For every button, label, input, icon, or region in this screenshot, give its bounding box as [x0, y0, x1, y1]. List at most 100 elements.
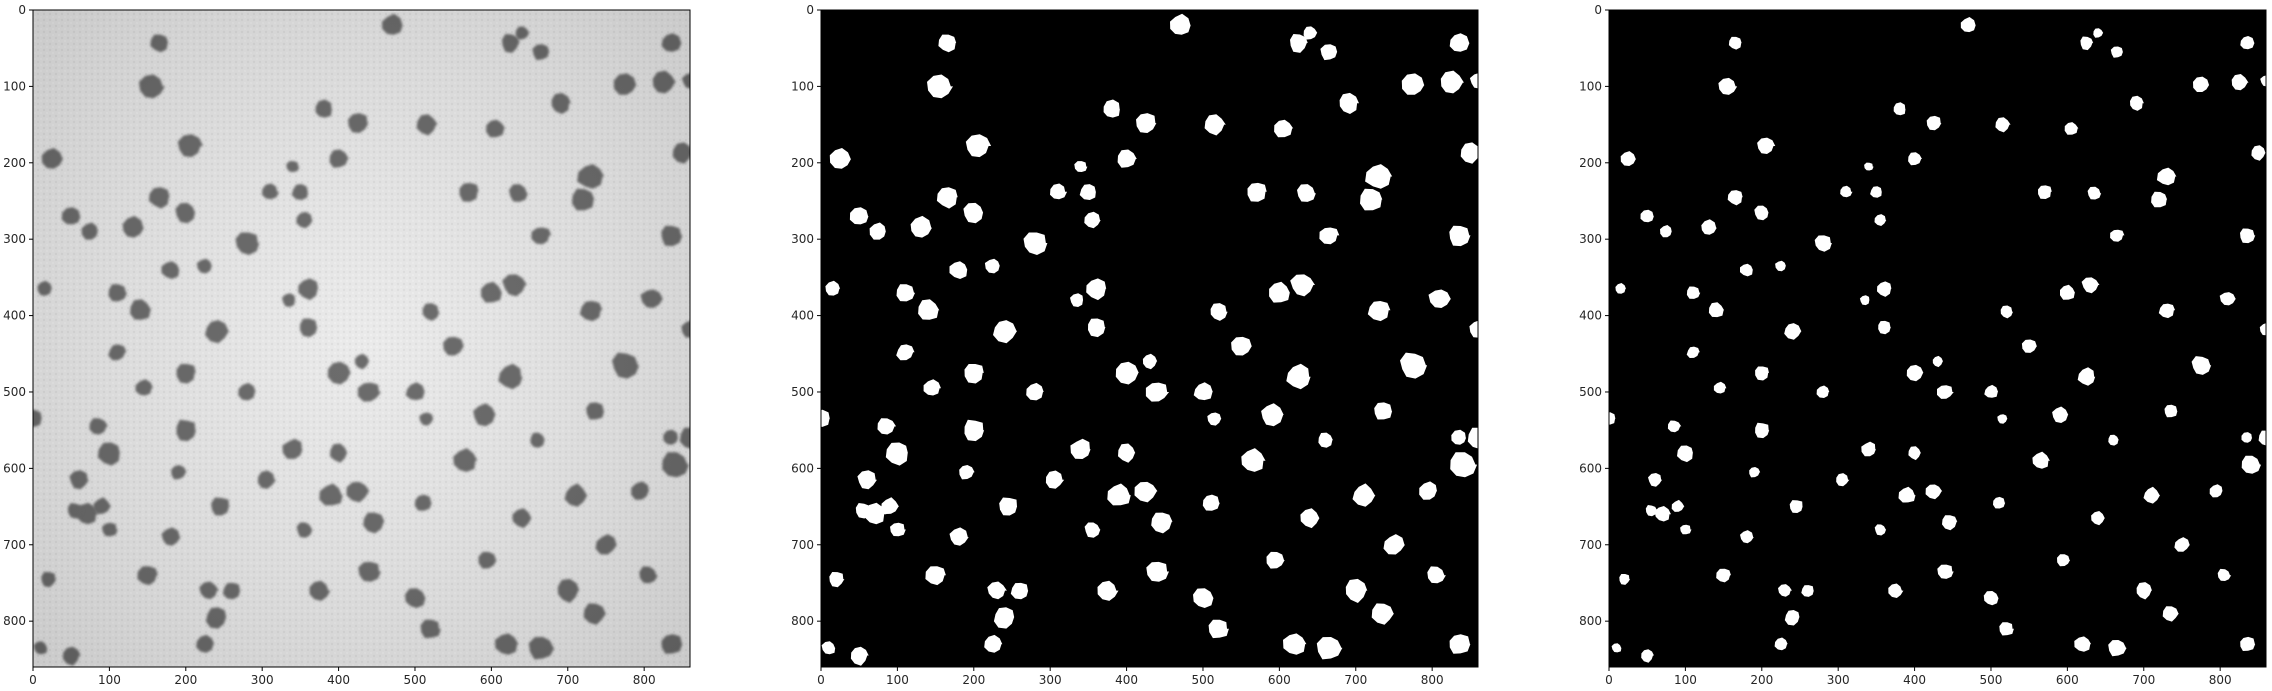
x-tick-label: 100: [1674, 673, 1697, 687]
particle-blob: [1360, 188, 1383, 211]
particle-blob: [1202, 494, 1220, 511]
particle-blob: [1097, 580, 1119, 601]
particle-blob: [1400, 352, 1428, 379]
y-tick-label: 800: [1579, 614, 1602, 628]
y-tick-label: 500: [3, 385, 26, 399]
particle-blob: [1740, 263, 1753, 277]
particle-blob: [2052, 406, 2069, 423]
particle-blob: [2093, 28, 2104, 38]
particle-blob: [2080, 36, 2094, 51]
x-tick-label: 0: [1605, 673, 1613, 687]
particle-blob: [825, 280, 841, 296]
particle-blob: [987, 581, 1007, 600]
particle-blob: [1648, 473, 1663, 487]
particle-blob: [1419, 481, 1437, 500]
particle-blob: [1836, 473, 1850, 487]
particle-blob: [1079, 184, 1096, 200]
particle-blob: [2151, 191, 2168, 208]
particle-blob: [1318, 432, 1333, 448]
particle-blob: [1142, 353, 1158, 370]
particle-blob: [1874, 524, 1887, 536]
particle-blob: [1449, 225, 1471, 247]
x-tick-label: 300: [1827, 673, 1850, 687]
particle-blob: [1316, 637, 1343, 660]
particle-blob: [849, 207, 869, 225]
particle-blob: [1754, 205, 1769, 221]
particle-blob: [1210, 303, 1228, 321]
particle-blob: [881, 497, 899, 514]
particle-blob: [1937, 564, 1954, 579]
y-tick-label: 0: [806, 3, 814, 17]
x-tick-label: 800: [1421, 673, 1444, 687]
particle-blob: [2021, 339, 2037, 353]
particle-blob: [1290, 274, 1315, 297]
x-tick-label: 700: [1344, 673, 1367, 687]
particle-blob: [1103, 99, 1120, 118]
particle-blob: [2174, 537, 2190, 552]
particle-blob: [910, 215, 932, 238]
particle-blob: [1374, 402, 1393, 420]
particle-blob: [1297, 184, 1316, 202]
particle-blob: [963, 202, 984, 224]
particle-blob: [1365, 164, 1393, 189]
particle-blob: [2130, 95, 2144, 111]
particle-blob: [1449, 33, 1470, 52]
x-tick-label: 300: [1039, 673, 1062, 687]
particle-blob: [1789, 500, 1803, 513]
particle-blob: [1937, 385, 1954, 399]
particle-blob: [1274, 119, 1294, 138]
particle-blob: [1816, 385, 1830, 398]
x-tick-label: 800: [633, 673, 656, 687]
particle-blob: [1686, 286, 1701, 299]
particle-blob: [1874, 214, 1887, 226]
particle-blob: [1641, 649, 1654, 663]
particle-blob: [1460, 142, 1478, 164]
particle-blob: [1266, 551, 1285, 569]
particle-blob: [993, 607, 1015, 629]
particle-blob: [1319, 227, 1340, 245]
particle-blob: [1925, 484, 1943, 500]
y-tick-label: 100: [3, 79, 26, 93]
particle-blob: [1774, 637, 1788, 651]
blob-layer: [1609, 17, 2266, 663]
particle-blob: [1088, 318, 1106, 338]
particle-blob: [1620, 151, 1636, 166]
particle-blob: [2231, 74, 2249, 91]
particle-blob: [1677, 445, 1693, 463]
particle-blob: [857, 470, 877, 490]
particle-blob: [1070, 293, 1084, 307]
particle-blob: [2087, 186, 2102, 200]
particle-blob: [1906, 364, 1924, 382]
particle-blob: [2240, 636, 2256, 651]
particle-blob: [1115, 361, 1139, 385]
particle-blob: [1898, 486, 1916, 503]
particle-blob: [2193, 76, 2210, 92]
particle-blob: [1713, 381, 1727, 394]
y-tick-label: 200: [3, 156, 26, 170]
particle-blob: [1469, 73, 1478, 89]
y-tick-label: 700: [3, 538, 26, 552]
particle-blob: [1469, 320, 1478, 338]
x-tick-label: 700: [2132, 673, 2155, 687]
particle-blob: [1680, 524, 1692, 535]
y-tick-label: 200: [1579, 156, 1602, 170]
particle-blob: [1995, 117, 2011, 133]
particle-blob: [2258, 430, 2266, 446]
y-tick-label: 600: [3, 461, 26, 475]
particle-blob: [2136, 582, 2152, 600]
y-tick-label: 300: [1579, 232, 1602, 246]
particle-blob: [1718, 77, 1738, 95]
y-tick-label: 0: [1594, 3, 1602, 17]
particle-blob: [964, 419, 985, 442]
particle-blob: [885, 442, 908, 466]
particle-blob: [949, 261, 968, 279]
particle-blob: [1814, 235, 1832, 252]
particle-blob: [1145, 382, 1170, 402]
particle-blob: [1619, 574, 1631, 585]
x-tick-label: 400: [327, 673, 350, 687]
x-tick-label: 200: [962, 673, 985, 687]
particle-blob: [821, 409, 830, 427]
particle-blob: [1023, 232, 1048, 255]
y-tick-label: 800: [3, 614, 26, 628]
